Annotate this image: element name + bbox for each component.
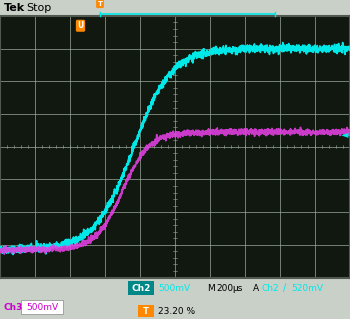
Text: Tek: Tek (4, 3, 25, 13)
Text: ◄: ◄ (341, 129, 348, 139)
Text: Ch3: Ch3 (4, 303, 23, 312)
Text: T: T (143, 307, 149, 315)
Text: 200: 200 (216, 284, 233, 293)
Text: M: M (207, 284, 215, 293)
FancyBboxPatch shape (21, 300, 63, 314)
Text: Ch2: Ch2 (131, 284, 151, 293)
Text: Ch2: Ch2 (262, 284, 280, 293)
FancyBboxPatch shape (128, 281, 154, 295)
Text: T: T (98, 1, 103, 7)
Text: A: A (253, 284, 259, 293)
Text: /: / (283, 283, 286, 293)
FancyBboxPatch shape (138, 305, 154, 317)
Text: 500mV: 500mV (26, 303, 58, 312)
Text: 520mV: 520mV (291, 284, 323, 293)
Text: μs: μs (232, 284, 242, 293)
Text: Stop: Stop (26, 3, 51, 13)
Text: U: U (77, 21, 84, 30)
Text: 23.20 %: 23.20 % (158, 307, 195, 315)
Text: 500mV: 500mV (158, 284, 190, 293)
